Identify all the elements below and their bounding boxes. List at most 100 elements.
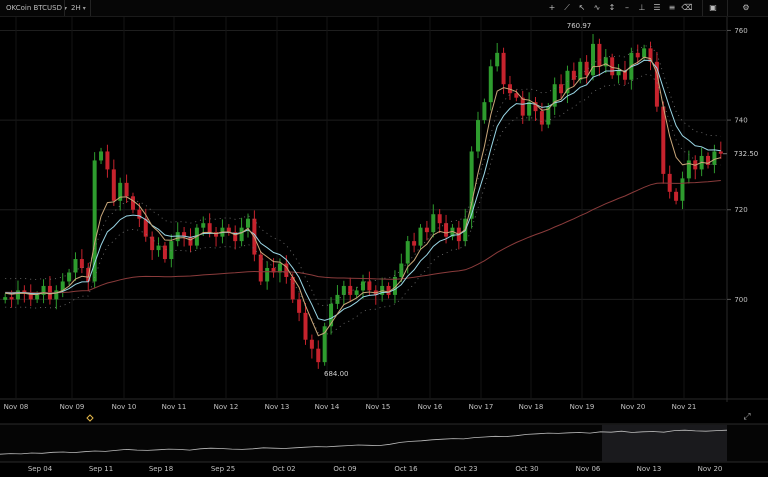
candle-body [437, 214, 442, 224]
candle-body [226, 227, 231, 233]
last-price-label: 732.50 [734, 150, 759, 158]
interval-selector[interactable]: 2H ▾ [71, 4, 86, 12]
navigator-tick-label: Nov 13 [637, 465, 662, 473]
navigator-tick-label: Sep 04 [28, 465, 53, 473]
candle-body [239, 227, 244, 242]
x-tick-label: Nov 21 [672, 403, 697, 411]
candle-body [546, 106, 551, 125]
candle-body [648, 48, 653, 62]
candle-body [635, 52, 640, 58]
candle-body [348, 285, 353, 295]
chevron-down-icon: ▾ [82, 5, 86, 12]
candle-body [169, 241, 174, 260]
high-price-label: 760.97 [567, 22, 592, 30]
trend-line-icon[interactable]: ⟋ [564, 3, 570, 12]
settings-gear-icon[interactable]: ⚙ [742, 3, 750, 12]
candle-body [386, 285, 391, 295]
low-price-label: 684.00 [324, 370, 349, 378]
navigator-tick-label: Oct 02 [272, 465, 295, 473]
toolbar-divider [702, 0, 703, 16]
candle-body [118, 182, 123, 201]
candle-body [124, 182, 129, 197]
candle-body [143, 218, 148, 237]
candle-body [488, 66, 493, 103]
candle-body [316, 348, 321, 363]
candle-body [35, 294, 40, 300]
candle-body [277, 263, 282, 273]
toolbar-divider [90, 0, 91, 16]
candle-body [565, 70, 570, 94]
candle-body [162, 245, 167, 260]
candle-body [412, 241, 417, 246]
candle-body [533, 102, 538, 112]
crosshair-icon[interactable]: + [548, 3, 556, 12]
navigator-tick-label: Sep 18 [149, 465, 173, 473]
candle-body [265, 268, 270, 282]
candle-body [309, 339, 314, 349]
candle-body [539, 111, 544, 125]
candle-body [584, 61, 589, 76]
candle-body [99, 151, 104, 161]
ray-icon[interactable]: ↕ [608, 3, 616, 12]
symbol-selector[interactable]: OKCoin BTCUSD ▾ [6, 4, 67, 12]
navigator-selection[interactable] [602, 425, 727, 462]
navigator-tick-label: Oct 09 [333, 465, 356, 473]
candle-body [392, 276, 397, 295]
candle-body [41, 285, 46, 295]
candle-body [444, 223, 449, 237]
measure-icon[interactable]: ⊥ [638, 3, 646, 12]
candle-body [686, 160, 691, 179]
candle-body [450, 227, 455, 237]
horizontal-line-icon[interactable]: – [625, 3, 629, 12]
candle-body [233, 232, 238, 242]
x-tick-label: Nov 18 [519, 403, 544, 411]
candle-body [284, 263, 289, 277]
candle-body [79, 259, 84, 269]
candle-body [73, 259, 78, 273]
y-tick-label: 720 [734, 206, 747, 214]
candle-body [559, 84, 564, 94]
candle-body [60, 281, 65, 291]
x-tick-label: Nov 13 [265, 403, 290, 411]
candle-body [303, 312, 308, 340]
candle-body [501, 52, 506, 85]
expand-icon[interactable]: ⤢ [743, 412, 751, 422]
x-tick-label: Nov 10 [112, 403, 137, 411]
candle-body [3, 297, 8, 300]
candle-body [495, 52, 500, 67]
candle-body [622, 70, 627, 80]
trash-icon[interactable]: ⌫ [681, 3, 693, 12]
candle-body [578, 61, 583, 80]
x-tick-label: Nov 11 [162, 403, 187, 411]
candle-body [361, 281, 365, 291]
navigator-tick-label: Sep 25 [211, 465, 235, 473]
candle-body [297, 299, 302, 313]
candle-body [156, 245, 161, 251]
candle-body [642, 48, 647, 58]
candle-body [354, 290, 359, 295]
x-tick-label: Nov 15 [366, 403, 391, 411]
candle-body [603, 57, 608, 67]
text-list-icon[interactable]: ☰ [653, 3, 661, 12]
arrow-line-icon[interactable]: ↖ [578, 3, 586, 12]
event-marker-icon[interactable] [86, 414, 94, 422]
candle-body [175, 232, 180, 242]
candle-body [405, 241, 410, 264]
curve-icon[interactable]: ∿ [593, 3, 601, 12]
candle-body [431, 214, 436, 233]
candle-body [571, 70, 576, 80]
lines-icon[interactable]: ≡ [668, 3, 676, 12]
x-tick-label: Nov 14 [315, 403, 340, 411]
navigator-tick-label: Sep 11 [89, 465, 113, 473]
candle-body [591, 43, 596, 76]
candle-body [341, 285, 346, 295]
x-tick-label: Nov 19 [570, 403, 595, 411]
candle-body [67, 272, 72, 282]
y-tick-label: 740 [734, 117, 747, 125]
save-icon[interactable]: ▣ [709, 3, 717, 12]
candle-body [712, 151, 717, 165]
candle-body [22, 290, 27, 293]
chevron-down-icon: ▾ [64, 5, 68, 12]
candle-body [706, 155, 711, 165]
